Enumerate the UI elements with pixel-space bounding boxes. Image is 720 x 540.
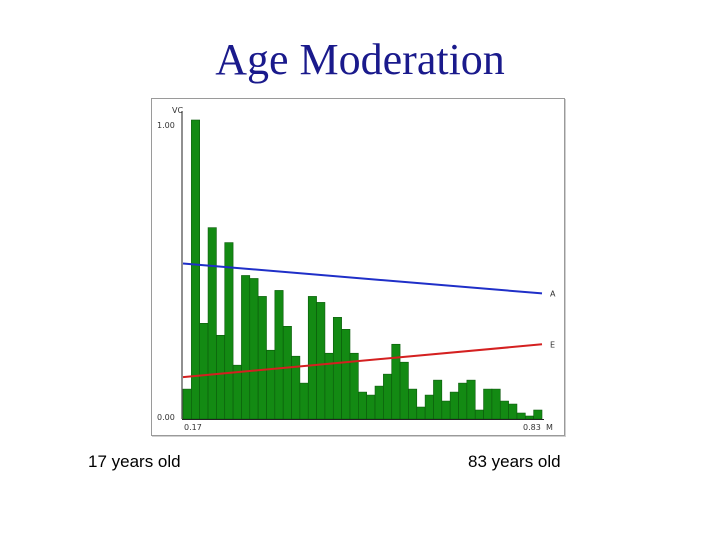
bar	[182, 388, 192, 420]
bar	[274, 290, 284, 420]
y-axis-name: VC	[172, 106, 183, 115]
bar	[241, 275, 251, 420]
lines-layer	[182, 262, 543, 379]
bar	[524, 415, 534, 420]
bar	[358, 391, 367, 420]
bar	[433, 379, 443, 420]
bar	[466, 379, 476, 420]
y-tick-label-min: 0.00	[157, 413, 175, 422]
bar	[199, 323, 209, 420]
bar	[449, 391, 459, 420]
bar	[483, 388, 493, 420]
series-e-label: E	[550, 340, 555, 349]
bar	[216, 334, 226, 420]
bar	[458, 382, 468, 420]
bar	[366, 394, 376, 420]
x-axis-name: M	[546, 423, 553, 432]
bar	[307, 296, 317, 420]
chart-frame: VC M 1.00 0.00 0.17 0.83 A E	[151, 98, 565, 436]
series-line-a	[182, 262, 543, 295]
bar	[533, 409, 543, 420]
bar	[441, 400, 451, 420]
bars-layer	[182, 119, 543, 420]
bar	[316, 302, 326, 420]
bar	[416, 406, 426, 420]
bar	[341, 329, 351, 420]
bar	[491, 388, 501, 420]
bar	[383, 373, 393, 420]
bar	[408, 388, 418, 420]
series-line-e	[182, 343, 543, 379]
bar	[499, 400, 509, 420]
bar	[374, 385, 384, 420]
bar	[249, 278, 259, 420]
bar	[399, 361, 409, 420]
series-a-label: A	[550, 289, 556, 298]
bar	[516, 412, 526, 420]
caption-end-age: 83 years old	[468, 452, 561, 471]
x-tick-label-max: 0.83	[523, 423, 541, 432]
bar	[332, 317, 342, 420]
bar	[391, 343, 401, 420]
x-tick-label-min: 0.17	[184, 423, 202, 432]
bar	[349, 352, 359, 420]
bar	[207, 227, 217, 420]
bar	[474, 409, 484, 420]
caption-start-age: 17 years old	[88, 452, 181, 471]
slide-title: Age Moderation	[215, 35, 505, 84]
bar	[266, 349, 276, 420]
age-moderation-chart: VC M 1.00 0.00 0.17 0.83 A E	[157, 106, 556, 432]
bar	[508, 403, 518, 420]
y-tick-label-max: 1.00	[157, 121, 175, 130]
axes-layer: VC M 1.00 0.00 0.17 0.83 A E	[157, 106, 556, 432]
bar	[224, 242, 234, 420]
bar	[257, 296, 267, 420]
bar	[299, 382, 309, 420]
bar	[191, 119, 200, 420]
bar	[424, 394, 434, 420]
bar	[282, 326, 292, 420]
